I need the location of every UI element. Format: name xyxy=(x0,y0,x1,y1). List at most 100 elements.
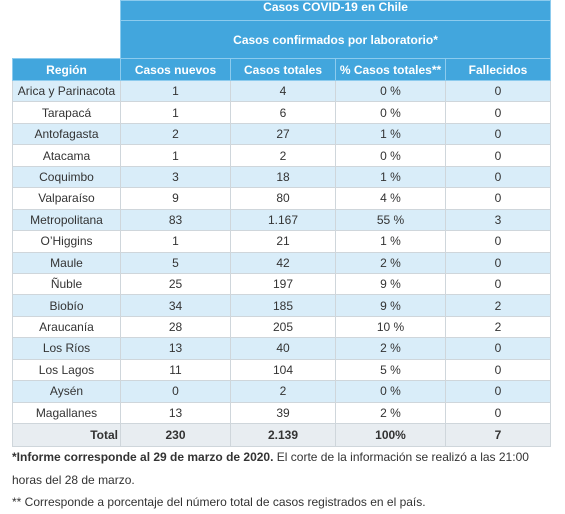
cell: 1 xyxy=(120,79,231,103)
cell: 13 xyxy=(120,401,231,425)
region-cell: Magallanes xyxy=(12,401,121,425)
region-cell: O’Higgins xyxy=(12,230,121,253)
column-header: Región xyxy=(12,58,121,81)
table-row: Magallanes 13 39 2 % 0 xyxy=(12,401,552,425)
region-cell: Valparaíso xyxy=(12,187,121,210)
total-row: Total 230 2.139 100% 7 xyxy=(12,423,552,447)
cell: 1 xyxy=(120,101,231,124)
cell: 0 xyxy=(444,230,552,253)
region-cell: Tarapacá xyxy=(12,101,121,124)
table-row: Antofagasta 2 27 1 % 0 xyxy=(12,122,552,146)
cell: 0 % xyxy=(335,101,446,124)
cell: 3 xyxy=(120,165,231,189)
cell: 2 % xyxy=(335,337,446,360)
total-cell: 230 xyxy=(120,423,231,447)
cell: 28 xyxy=(120,315,231,339)
cell: 104 xyxy=(230,358,336,382)
table-row: Valparaíso 9 80 4 % 0 xyxy=(12,187,552,210)
covid-table: Casos COVID-19 en Chile Casos confirmado… xyxy=(12,0,552,447)
table-row: O’Higgins 1 21 1 % 0 xyxy=(12,230,552,253)
cell: 2 % xyxy=(335,401,446,425)
table-row: Ñuble 25 197 9 % 0 xyxy=(12,272,552,296)
cell: 0 xyxy=(444,358,552,382)
cell: 0 xyxy=(444,101,552,124)
cell: 1.167 xyxy=(230,208,336,232)
region-cell: Aysén xyxy=(12,380,121,403)
note: *Informe corresponde al 29 de marzo de 2… xyxy=(12,446,552,491)
cell: 0 xyxy=(444,187,552,210)
region-cell: Biobío xyxy=(12,294,121,317)
cell: 0 xyxy=(444,165,552,189)
cell: 205 xyxy=(230,315,336,339)
table-row: Araucanía 28 205 10 % 2 xyxy=(12,315,552,339)
column-header: Casos nuevos xyxy=(120,58,231,81)
region-cell: Atacama xyxy=(12,144,121,167)
cell: 9 % xyxy=(335,294,446,317)
cell: 0 % xyxy=(335,79,446,103)
table-row: Los Ríos 13 40 2 % 0 xyxy=(12,337,552,360)
cell: 0 xyxy=(444,380,552,403)
total-label: Total xyxy=(12,423,121,447)
cell: 0 xyxy=(444,251,552,274)
cell: 0 xyxy=(444,272,552,296)
table-row: Arica y Parinacota 1 4 0 % 0 xyxy=(12,79,552,103)
region-cell: Maule xyxy=(12,251,121,274)
table-head: Casos COVID-19 en Chile Casos confirmado… xyxy=(12,0,552,81)
cell: 5 xyxy=(120,251,231,274)
cell: 1 xyxy=(120,144,231,167)
cell: 40 xyxy=(230,337,336,360)
region-cell: Antofagasta xyxy=(12,122,121,146)
table-row: Tarapacá 1 6 0 % 0 xyxy=(12,101,552,124)
region-cell: Metropolitana xyxy=(12,208,121,232)
table-row: Metropolitana 83 1.167 55 % 3 xyxy=(12,208,552,232)
cell: 0 xyxy=(444,122,552,146)
table-row: Aysén 0 2 0 % 0 xyxy=(12,380,552,403)
cell: 27 xyxy=(230,122,336,146)
region-cell: Ñuble xyxy=(12,272,121,296)
cell: 4 xyxy=(230,79,336,103)
cell: 197 xyxy=(230,272,336,296)
table-row: Biobío 34 185 9 % 2 xyxy=(12,294,552,317)
note-bold: *Informe corresponde al 29 de marzo de 2… xyxy=(12,450,274,464)
cell: 2 xyxy=(120,122,231,146)
cell: 4 % xyxy=(335,187,446,210)
cell: 0 xyxy=(444,144,552,167)
cell: 1 % xyxy=(335,165,446,189)
total-cell: 2.139 xyxy=(230,423,336,447)
cell: 18 xyxy=(230,165,336,189)
cell: 185 xyxy=(230,294,336,317)
cell: 6 xyxy=(230,101,336,124)
cell: 0 % xyxy=(335,380,446,403)
table-row: Atacama 1 2 0 % 0 xyxy=(12,144,552,167)
cell: 9 % xyxy=(335,272,446,296)
cell: 25 xyxy=(120,272,231,296)
cell: 42 xyxy=(230,251,336,274)
cell: 1 % xyxy=(335,230,446,253)
cell: 5 % xyxy=(335,358,446,382)
cell: 3 xyxy=(444,208,552,232)
table-subtitle: Casos confirmados por laboratorio* xyxy=(119,20,552,59)
cell: 83 xyxy=(120,208,231,232)
table-body: Arica y Parinacota 1 4 0 % 0 Tarapacá 1 6 0 % 0 An… xyxy=(12,79,552,447)
header-row: Región Casos nuevos Casos totales% Casos t… xyxy=(12,58,552,81)
note-text: El corte de la información se realizó a … xyxy=(12,450,529,487)
notes: *Informe corresponde al 29 de marzo de 2… xyxy=(12,446,552,514)
cell: 80 xyxy=(230,187,336,210)
cell: 0 xyxy=(120,380,231,403)
table-row: Los Lagos 11 104 5 % 0 xyxy=(12,358,552,382)
cell: 1 xyxy=(120,230,231,253)
total-cell: 100% xyxy=(335,423,446,447)
cell: 0 xyxy=(444,79,552,103)
cell: 55 % xyxy=(335,208,446,232)
cell: 0 % xyxy=(335,144,446,167)
cell: 2 xyxy=(444,294,552,317)
column-header: Fallecidos xyxy=(444,58,552,81)
region-cell: Coquimbo xyxy=(12,165,121,189)
cell: 2 xyxy=(230,380,336,403)
table-row: Coquimbo 3 18 1 % 0 xyxy=(12,165,552,189)
region-cell: Araucanía xyxy=(12,315,121,339)
cell: 2 xyxy=(444,315,552,339)
table-title: Casos COVID-19 en Chile xyxy=(119,0,552,21)
table-row: Maule 5 42 2 % 0 xyxy=(12,251,552,274)
